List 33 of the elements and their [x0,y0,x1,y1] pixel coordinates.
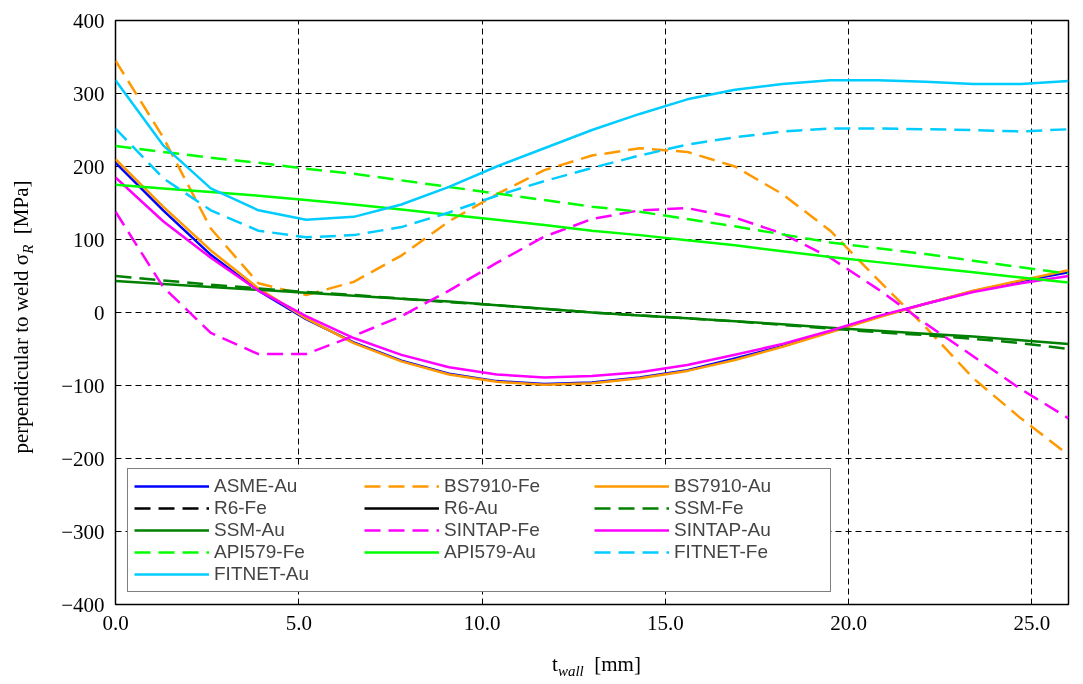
legend-label: SINTAP-Au [674,519,772,541]
line-series [115,79,1069,222]
x-tick-label: 25.0 [1013,610,1051,635]
line-series [115,144,1069,276]
legend-label: API579-Fe [214,541,306,563]
legend-label: R6-Au [444,497,499,519]
y-tick-label: 200 [73,154,105,179]
x-tick-label: 10.0 [463,610,501,635]
line-series [115,127,1069,239]
x-tick-label: 15.0 [646,610,684,635]
y-tick-label: −100 [61,373,105,398]
legend-label: SSM-Fe [674,497,745,519]
x-tick-label: 20.0 [830,610,867,635]
legend-label: BS7910-Au [674,475,773,497]
y-tick-label: 300 [73,81,105,106]
legend-label: R6-Fe [214,497,268,519]
legend-label: FITNET-Fe [674,541,769,563]
legend-label: FITNET-Au [214,563,310,585]
legend-label: BS7910-Fe [444,475,542,497]
y-tick-label: −300 [61,519,105,544]
y-tick-label: −400 [61,592,105,617]
legend-label: SINTAP-Fe [444,519,541,541]
x-tick-label: 0.0 [102,610,129,635]
y-tick-label: 0 [94,300,105,325]
y-tick-label: 400 [73,8,105,33]
legend-label: API579-Au [444,541,537,563]
line-series [115,183,1069,284]
y-tick-label: −200 [61,446,105,471]
x-axis-title: t$_{wall}$ [mm] [551,651,642,682]
legend-label: ASME-Au [214,475,299,497]
legend-label: SSM-Au [214,519,286,541]
y-tick-label: 100 [73,227,105,252]
x-tick-label: 5.0 [285,610,312,635]
